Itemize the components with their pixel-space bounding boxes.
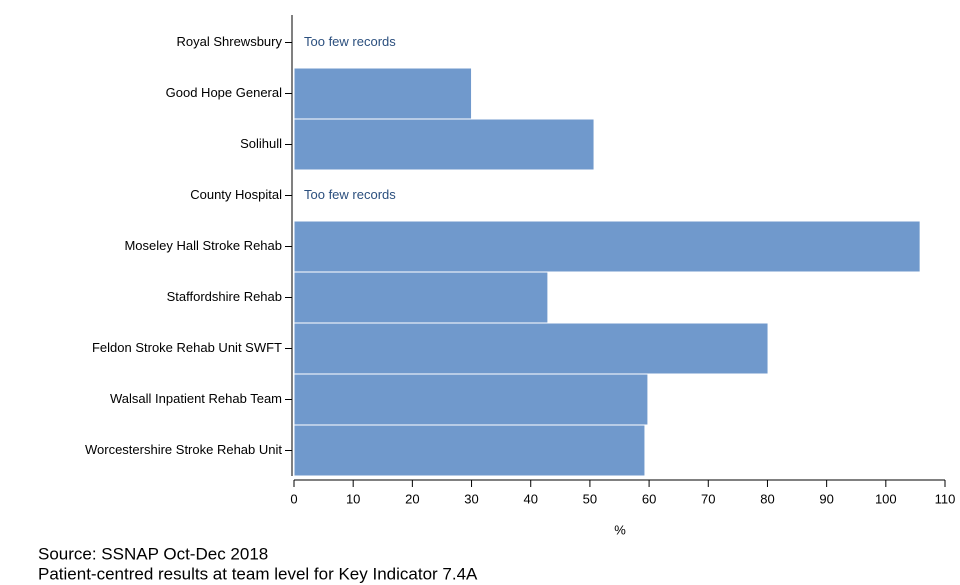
bar [293,67,473,120]
x-tick-label: 20 [405,491,419,506]
x-tick-label: 10 [346,491,360,506]
value-label: Too few records [304,34,396,49]
y-tick-label: Walsall Inpatient Rehab Team [110,391,282,406]
y-tick-label: Moseley Hall Stroke Rehab [124,238,282,253]
x-tick-label: 70 [701,491,715,506]
bar [293,220,921,273]
x-tick-label: 80 [760,491,774,506]
x-tick-label: 100 [875,491,897,506]
x-tick-label: 50 [583,491,597,506]
note: Patient-centred results at team level fo… [38,564,478,583]
y-tick-label: Worcestershire Stroke Rehab Unit [85,442,282,457]
x-tick-label: 40 [523,491,537,506]
bar [293,322,769,375]
x-tick-label: 90 [819,491,833,506]
y-tick-label: Good Hope General [166,85,282,100]
x-tick-label: 0 [290,491,297,506]
bar [293,424,646,477]
source: Source: SSNAP Oct-Dec 2018 [38,544,268,563]
x-tick-label: 30 [464,491,478,506]
y-tick-label: Staffordshire Rehab [167,289,282,304]
x-tick-label: 110 [935,491,956,506]
y-tick-label: Feldon Stroke Rehab Unit SWFT [92,340,282,355]
x-tick-label: 60 [642,491,656,506]
bar [293,118,595,171]
x-axis-label: % [614,522,626,537]
y-tick-label: Solihull [240,136,282,151]
y-tick-label: Royal Shrewsbury [177,34,283,49]
bar [293,373,649,426]
y-tick-label: County Hospital [190,187,282,202]
bar [293,271,549,324]
value-label: Too few records [304,187,396,202]
